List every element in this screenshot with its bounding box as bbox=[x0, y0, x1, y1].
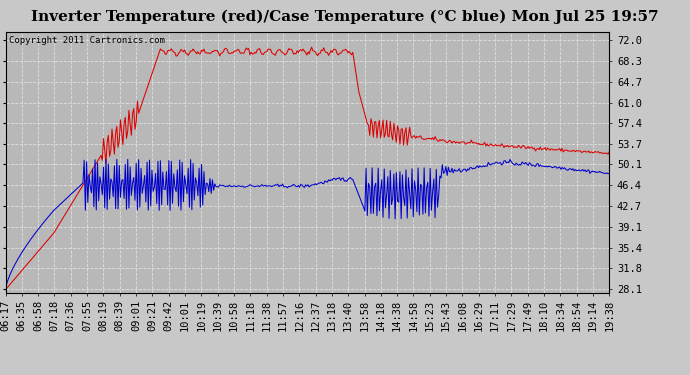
Text: Inverter Temperature (red)/Case Temperature (°C blue) Mon Jul 25 19:57: Inverter Temperature (red)/Case Temperat… bbox=[31, 9, 659, 24]
Text: Copyright 2011 Cartronics.com: Copyright 2011 Cartronics.com bbox=[8, 36, 164, 45]
